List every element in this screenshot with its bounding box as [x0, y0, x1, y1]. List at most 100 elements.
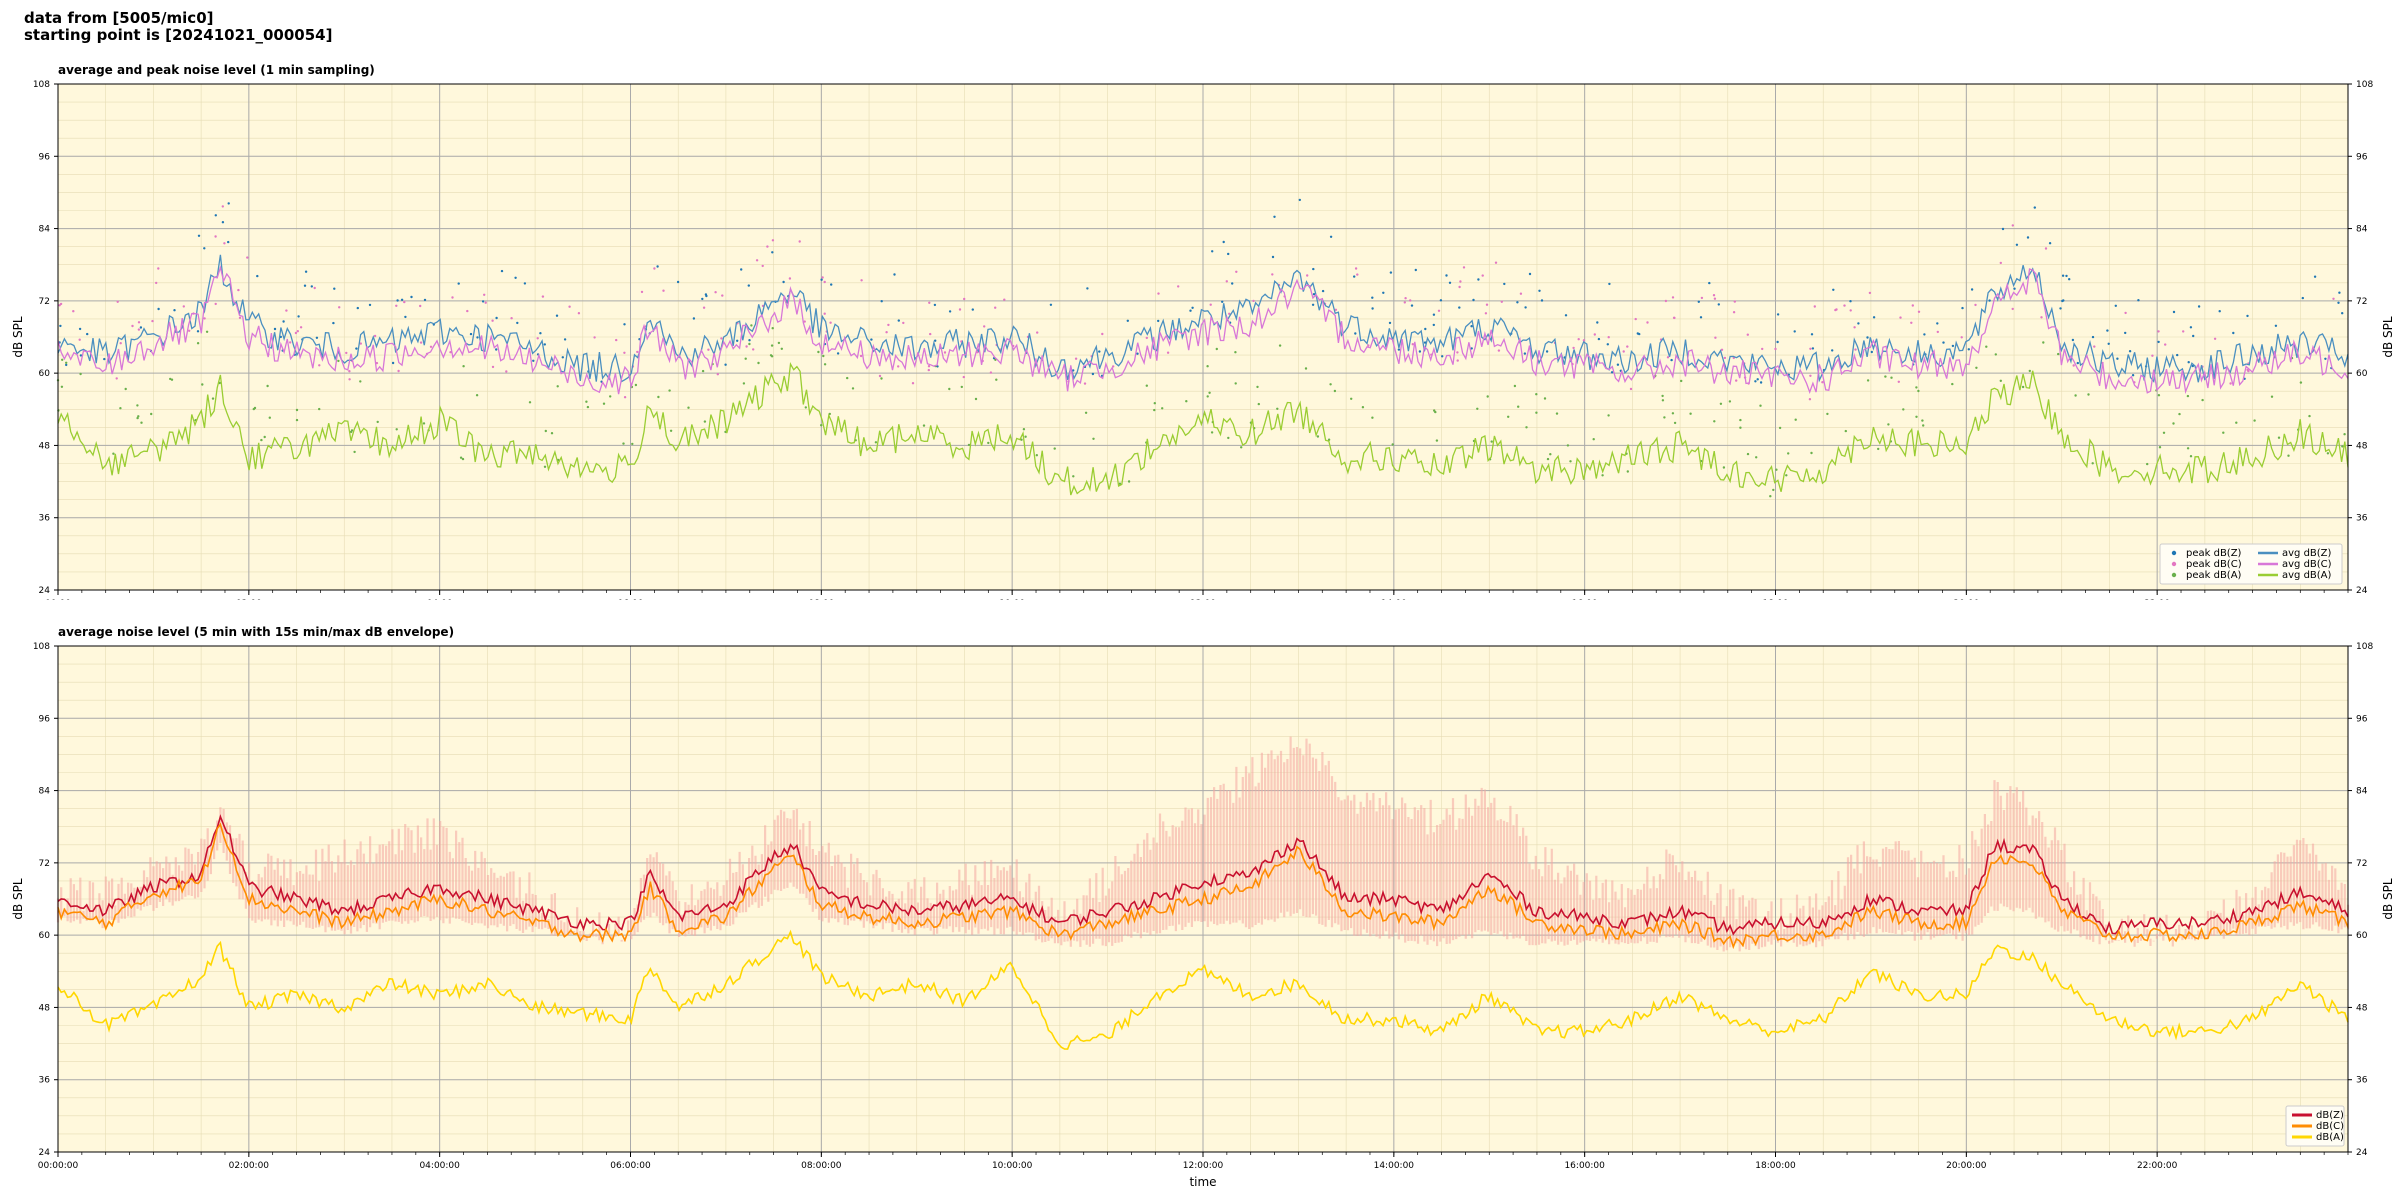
peak-point	[2338, 291, 2341, 294]
peak-point	[885, 331, 888, 334]
x-tick-label: 02:00	[236, 599, 262, 600]
peak-point	[1961, 306, 1964, 310]
peak-point	[687, 406, 690, 409]
peak-point	[1327, 438, 1331, 441]
peak-point	[2337, 301, 2340, 304]
peak-point	[263, 435, 266, 439]
peak-point	[510, 317, 513, 320]
peak-point	[337, 359, 340, 363]
peak-point	[701, 297, 704, 301]
legend-marker	[2171, 572, 2177, 578]
peak-point	[1722, 466, 1726, 469]
peak-point	[2274, 324, 2278, 327]
peak-point	[752, 348, 755, 351]
peak-point	[151, 319, 154, 323]
y-axis-label-right: dB SPL	[2381, 316, 2395, 358]
y-tick-label-right: 96	[2356, 152, 2368, 162]
peak-point	[757, 361, 760, 365]
peak-point	[1433, 409, 1436, 412]
peak-point	[703, 420, 707, 423]
peak-point	[2343, 433, 2346, 436]
peak-point	[929, 332, 932, 336]
peak-point	[332, 321, 335, 325]
peak-point	[348, 378, 351, 381]
peak-point	[1316, 435, 1320, 438]
peak-point	[2218, 310, 2221, 313]
peak-point	[2229, 382, 2232, 385]
peak-point	[1872, 316, 1876, 319]
y-tick-label-right: 36	[2356, 514, 2368, 524]
y-tick-label-right: 36	[2356, 1076, 2368, 1086]
peak-point	[536, 337, 539, 340]
peak-point	[65, 363, 68, 367]
peak-point	[1732, 311, 1736, 314]
peak-point	[2061, 274, 2065, 277]
peak-point	[137, 328, 141, 331]
y-tick-label: 72	[39, 859, 50, 869]
peak-point	[742, 382, 746, 385]
peak-point	[197, 234, 201, 237]
peak-point	[1922, 424, 1925, 427]
peak-point	[971, 308, 974, 311]
peak-point	[1785, 474, 1788, 477]
peak-point	[568, 305, 571, 308]
x-tick-label: 16:00:00	[1564, 1161, 1605, 1171]
peak-point	[1371, 296, 1374, 299]
peak-point	[2001, 227, 2005, 231]
peak-point	[469, 332, 473, 336]
peak-point	[1091, 372, 1095, 376]
peak-point	[1673, 421, 1677, 425]
peak-point	[1458, 285, 1461, 289]
peak-point	[1616, 363, 1620, 366]
peak-point	[294, 331, 298, 335]
peak-point	[1304, 367, 1308, 370]
chart-title: average noise level (5 min with 15s min/…	[58, 625, 454, 639]
x-tick-label: 00:00:00	[38, 1161, 79, 1171]
peak-point	[822, 354, 825, 358]
peak-point	[1849, 300, 1852, 303]
peak-point	[1897, 380, 1901, 383]
peak-point	[960, 385, 963, 389]
peak-point	[1967, 348, 1971, 351]
peak-point	[451, 296, 454, 299]
x-tick-label: 14:00	[1381, 599, 1407, 600]
peak-point	[1235, 270, 1238, 273]
peak-point	[79, 354, 83, 357]
peak-point	[2114, 304, 2117, 307]
peak-point	[2158, 446, 2162, 449]
peak-point	[1597, 337, 1601, 341]
peak-point	[766, 245, 769, 248]
peak-point	[476, 336, 479, 339]
peak-point	[1769, 495, 1772, 498]
peak-point	[1516, 301, 1519, 304]
y-tick-label-right: 72	[2356, 859, 2367, 869]
peak-point	[1371, 307, 1374, 310]
peak-point	[1821, 381, 1824, 384]
peak-point	[2332, 297, 2335, 300]
peak-point	[1663, 416, 1666, 419]
peak-point	[2341, 445, 2344, 448]
peak-point	[1994, 353, 1998, 356]
peak-point	[1809, 374, 1812, 377]
envelope-noise-chart: 24 24 36 36 48 48 60 60 72 72 84 84 96 96 108 108 00:00:…	[11, 625, 2395, 1189]
peak-point	[1759, 381, 1763, 384]
y-tick-label: 84	[39, 787, 51, 797]
peak-point	[1921, 419, 1924, 422]
peak-point	[266, 384, 269, 388]
legend-label: avg dB(A)	[2282, 570, 2332, 581]
peak-point	[136, 416, 139, 420]
peak-point	[623, 323, 626, 326]
peak-point	[1661, 394, 1664, 398]
peak-point	[1126, 319, 1130, 322]
peak-point	[602, 402, 606, 405]
peak-point	[707, 348, 710, 351]
peak-point	[1902, 408, 1905, 411]
peak-point	[238, 316, 242, 319]
peak-point	[1608, 282, 1611, 286]
peak-point	[1564, 314, 1568, 317]
peak-point	[1787, 452, 1790, 455]
peak-point	[1024, 435, 1027, 438]
peak-point	[1456, 359, 1459, 362]
peak-point	[1566, 444, 1570, 447]
peak-point	[333, 287, 336, 290]
